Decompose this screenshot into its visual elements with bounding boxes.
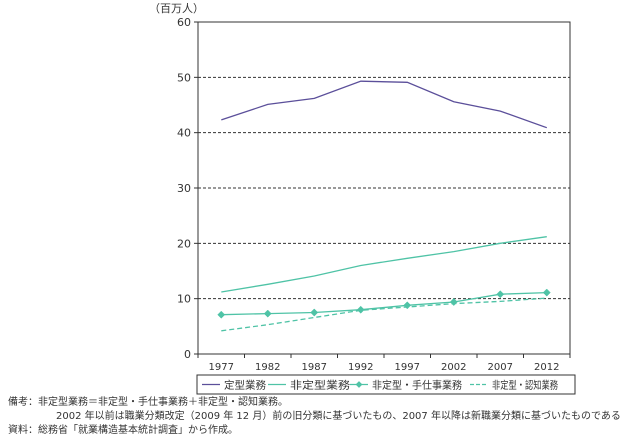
data-point-nonroutine-manual <box>542 288 551 297</box>
x-tick-label: 1982 <box>255 362 280 373</box>
x-tick-label: 1997 <box>395 362 420 373</box>
legend-label-nonroutine: 非定型業務 <box>290 378 351 391</box>
footnote-classification: 2002 年以前は職業分類改定（2009 年 12 月）前の旧分類に基づいたもの… <box>56 411 620 422</box>
y-tick-label: 20 <box>177 237 191 250</box>
y-tick-label: 30 <box>177 182 191 195</box>
series-lines <box>217 80 551 332</box>
x-tick-label: 1992 <box>348 362 373 373</box>
x-tick-label: 1987 <box>302 362 327 373</box>
y-tick-label: 10 <box>177 293 191 306</box>
data-point-nonroutine-manual <box>356 305 365 314</box>
legend-label-nonroutine-cognitive: 非定型・認知業務 <box>492 378 558 391</box>
data-point-nonroutine-manual <box>217 310 226 319</box>
legend: 定型業務 非定型業務 非定型・手仕事業務 非定型・認知業務 <box>196 374 576 395</box>
legend-marker-nonroutine-manual <box>355 381 363 388</box>
y-tick-label: 50 <box>177 71 191 84</box>
y-axis-unit-label: （百万人） <box>149 2 204 15</box>
footnote-source: 資料：総務省「就業構造基本統計調査」から作成。 <box>8 425 238 436</box>
series-line-nonroutine <box>221 236 547 293</box>
x-tick-label: 2007 <box>488 362 513 373</box>
data-point-nonroutine-manual <box>310 308 319 317</box>
legend-frame <box>196 374 576 395</box>
series-line-routine <box>221 80 548 129</box>
x-tick-label: 2002 <box>441 362 466 373</box>
y-axis-ticks: 0 10 20 30 40 50 60 <box>177 16 198 361</box>
footnote-remarks: 備考：非定型業務＝非定型・手仕事業務＋非定型・認知業務。 <box>8 397 288 408</box>
y-tick-label: 60 <box>177 16 191 29</box>
line-chart: （百万人） 0 10 20 30 40 50 60 1977 1982 1987 1992 1997… <box>149 2 576 395</box>
y-tick-label: 0 <box>184 348 191 361</box>
legend-label-nonroutine-manual: 非定型・手仕事業務 <box>372 378 462 391</box>
data-point-nonroutine-manual <box>449 298 458 306</box>
x-axis-ticks: 1977 1982 1987 1992 1997 2002 2007 2012 <box>197 354 571 373</box>
x-tick-label: 1977 <box>209 362 234 373</box>
footnotes: 備考：非定型業務＝非定型・手仕事業務＋非定型・認知業務。 2002 年以前は職業… <box>8 396 620 438</box>
gridlines <box>198 76 570 300</box>
y-tick-label: 40 <box>177 127 191 140</box>
series-line-nonroutine-cognitive <box>221 297 547 332</box>
series-line-nonroutine-manual <box>221 291 547 316</box>
data-point-nonroutine-manual <box>263 309 272 318</box>
legend-label-routine: 定型業務 <box>224 378 266 391</box>
data-point-nonroutine-manual <box>496 290 505 299</box>
x-tick-label: 2012 <box>534 362 559 373</box>
